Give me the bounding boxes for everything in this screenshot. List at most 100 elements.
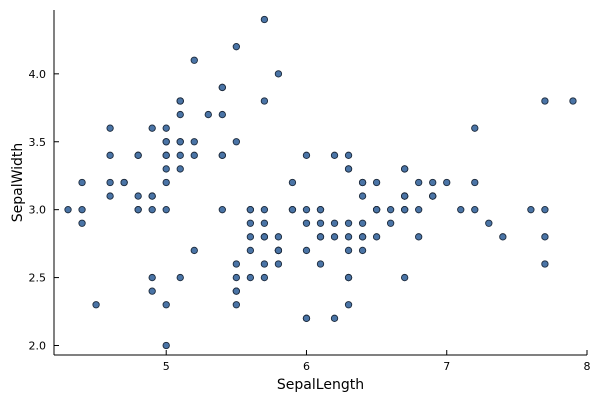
data-point	[190, 56, 198, 64]
data-point	[260, 219, 269, 227]
data-point	[401, 206, 409, 214]
data-point	[78, 219, 86, 227]
data-point	[162, 301, 170, 309]
data-point	[358, 178, 367, 187]
data-point	[92, 301, 100, 309]
data-point	[218, 151, 226, 159]
data-point	[330, 314, 339, 322]
data-point	[162, 341, 170, 350]
data-point	[106, 124, 114, 132]
data-point	[527, 206, 535, 214]
data-point	[176, 151, 184, 159]
data-point	[316, 233, 325, 241]
data-point	[148, 287, 156, 295]
data-point	[274, 260, 283, 268]
y-axis-title: SepalWidth	[10, 143, 26, 223]
data-point	[288, 206, 297, 214]
data-point	[162, 151, 170, 159]
data-point	[401, 192, 409, 200]
x-ticks: 5 6 7 8	[163, 350, 591, 373]
data-point	[344, 273, 353, 282]
data-point	[541, 260, 549, 268]
data-point	[232, 138, 240, 146]
data-point	[176, 110, 184, 119]
data-point	[344, 233, 353, 241]
data-point	[344, 165, 353, 173]
data-point	[260, 260, 269, 268]
data-point	[232, 273, 240, 282]
data-point	[358, 192, 367, 200]
data-point	[386, 206, 395, 214]
data-point	[162, 206, 170, 214]
data-point	[274, 70, 283, 78]
data-point	[134, 192, 142, 200]
data-point	[288, 178, 297, 187]
axes	[53, 10, 587, 356]
data-point	[162, 178, 170, 187]
y-tick-label: 2.0	[29, 339, 47, 352]
data-point	[316, 260, 325, 268]
data-point	[232, 43, 240, 51]
data-point	[443, 178, 451, 187]
data-point	[274, 246, 283, 255]
data-point	[485, 219, 493, 227]
data-point	[148, 206, 156, 214]
data-point	[471, 124, 479, 132]
data-point	[246, 273, 255, 282]
data-point	[218, 206, 226, 214]
data-point	[162, 165, 170, 173]
data-point	[372, 233, 381, 241]
data-point	[415, 178, 423, 187]
y-tick-label: 3.0	[29, 204, 47, 217]
data-point	[330, 219, 339, 227]
data-point	[316, 206, 325, 214]
data-point	[190, 246, 198, 255]
data-point	[162, 138, 170, 146]
y-ticks: 2.0 2.5 3.0 3.5 4.0	[29, 68, 59, 352]
data-point	[457, 206, 465, 214]
data-point	[246, 246, 255, 255]
data-point	[232, 260, 240, 268]
data-point	[302, 206, 311, 214]
data-point	[232, 287, 240, 295]
data-point	[471, 178, 479, 187]
data-point	[78, 206, 86, 214]
data-point	[569, 97, 577, 105]
data-point	[358, 219, 367, 227]
data-point	[499, 233, 507, 241]
data-point	[302, 314, 311, 322]
data-point	[190, 138, 198, 146]
data-point	[162, 124, 170, 132]
data-point	[190, 151, 198, 159]
data-point	[120, 178, 128, 187]
data-point	[429, 178, 437, 187]
data-point	[218, 110, 226, 119]
x-tick-label: 5	[163, 360, 170, 373]
data-point	[134, 206, 142, 214]
data-point	[358, 233, 367, 241]
data-point	[176, 97, 184, 105]
data-point	[204, 110, 212, 119]
data-point	[302, 219, 311, 227]
data-point	[344, 219, 353, 227]
data-point	[148, 192, 156, 200]
data-point	[148, 124, 156, 132]
data-point	[260, 97, 269, 105]
data-point	[344, 301, 353, 309]
data-point	[401, 165, 409, 173]
data-point	[176, 138, 184, 146]
data-point	[429, 192, 437, 200]
y-tick-label: 2.5	[29, 272, 47, 285]
x-tick-label: 6	[303, 360, 310, 373]
data-point	[218, 83, 226, 92]
x-tick-label: 7	[443, 360, 450, 373]
data-point	[302, 246, 311, 255]
data-points	[64, 15, 577, 350]
y-tick-label: 3.5	[29, 136, 47, 149]
data-point	[260, 15, 269, 24]
x-tick-label: 8	[584, 360, 591, 373]
data-point	[260, 233, 269, 241]
data-point	[64, 206, 72, 214]
data-point	[541, 97, 549, 105]
